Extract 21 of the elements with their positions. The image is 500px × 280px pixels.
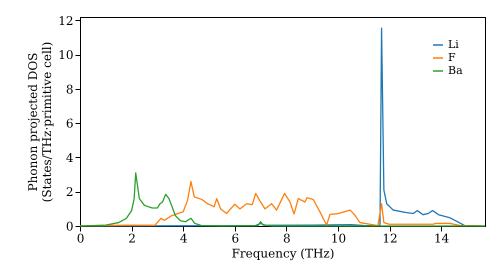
y-tick-label: 10 [58, 48, 74, 62]
x-tick-label: 12 [382, 232, 398, 246]
x-tick-label: 8 [283, 232, 291, 246]
line-series [79, 172, 486, 227]
legend-label: Ba [448, 64, 464, 77]
y-tick-label: 4 [66, 150, 74, 165]
x-tick-label: 4 [180, 232, 188, 246]
y-tick-label: 8 [66, 82, 74, 96]
y-tick-label: 0 [66, 220, 74, 234]
legend-label: F [448, 51, 456, 64]
y-tick-label: 6 [66, 116, 74, 131]
y-tick-label: 12 [58, 14, 74, 28]
x-tick-label: 6 [231, 232, 240, 246]
y-axis-title: Phonon projected DOS (States/THz·primitive cell) [26, 42, 54, 202]
x-tick-label: 2 [128, 232, 136, 246]
legend-label: Li [448, 38, 460, 51]
x-tick-label: 14 [434, 232, 450, 246]
x-tick-label: 10 [330, 232, 346, 246]
x-axis-title: Frequency (THz) [232, 246, 334, 260]
y-tick-label: 2 [66, 185, 74, 200]
x-tick-label: 0 [76, 232, 84, 246]
